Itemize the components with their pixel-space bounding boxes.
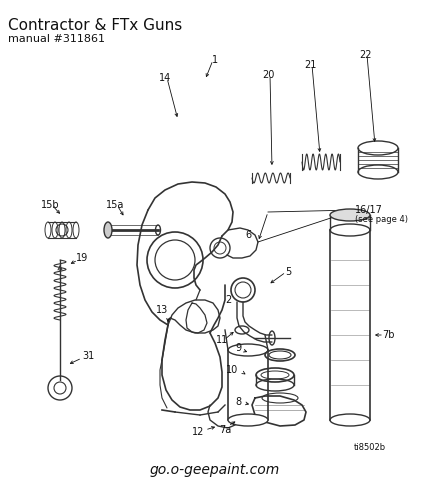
Text: 2: 2 [225, 295, 231, 305]
Text: 10: 10 [226, 365, 238, 375]
Text: 13: 13 [156, 305, 168, 315]
Text: 1: 1 [212, 55, 218, 65]
Text: go.o-geepaint.com: go.o-geepaint.com [150, 463, 280, 477]
Text: (see page 4): (see page 4) [355, 216, 408, 225]
Text: 19: 19 [76, 253, 88, 263]
Text: 15b: 15b [41, 200, 59, 210]
Text: 15a: 15a [106, 200, 124, 210]
Text: 31: 31 [82, 351, 94, 361]
Text: 8: 8 [235, 397, 241, 407]
Text: 22: 22 [359, 50, 371, 60]
Text: manual #311861: manual #311861 [8, 34, 105, 44]
Text: 12: 12 [192, 427, 204, 437]
Ellipse shape [330, 209, 370, 221]
Text: 14: 14 [159, 73, 171, 83]
Text: ti8502b: ti8502b [354, 444, 386, 452]
Text: 7b: 7b [382, 330, 394, 340]
Text: 5: 5 [285, 267, 291, 277]
Ellipse shape [228, 414, 268, 426]
Text: 20: 20 [262, 70, 274, 80]
Text: Contractor & FTx Guns: Contractor & FTx Guns [8, 18, 182, 33]
Text: 16/17: 16/17 [355, 205, 383, 215]
Ellipse shape [104, 222, 112, 238]
Text: 7a: 7a [219, 425, 231, 435]
Text: 6: 6 [245, 230, 251, 240]
Text: 9: 9 [235, 343, 241, 353]
Text: 11: 11 [216, 335, 228, 345]
Text: 21: 21 [304, 60, 316, 70]
